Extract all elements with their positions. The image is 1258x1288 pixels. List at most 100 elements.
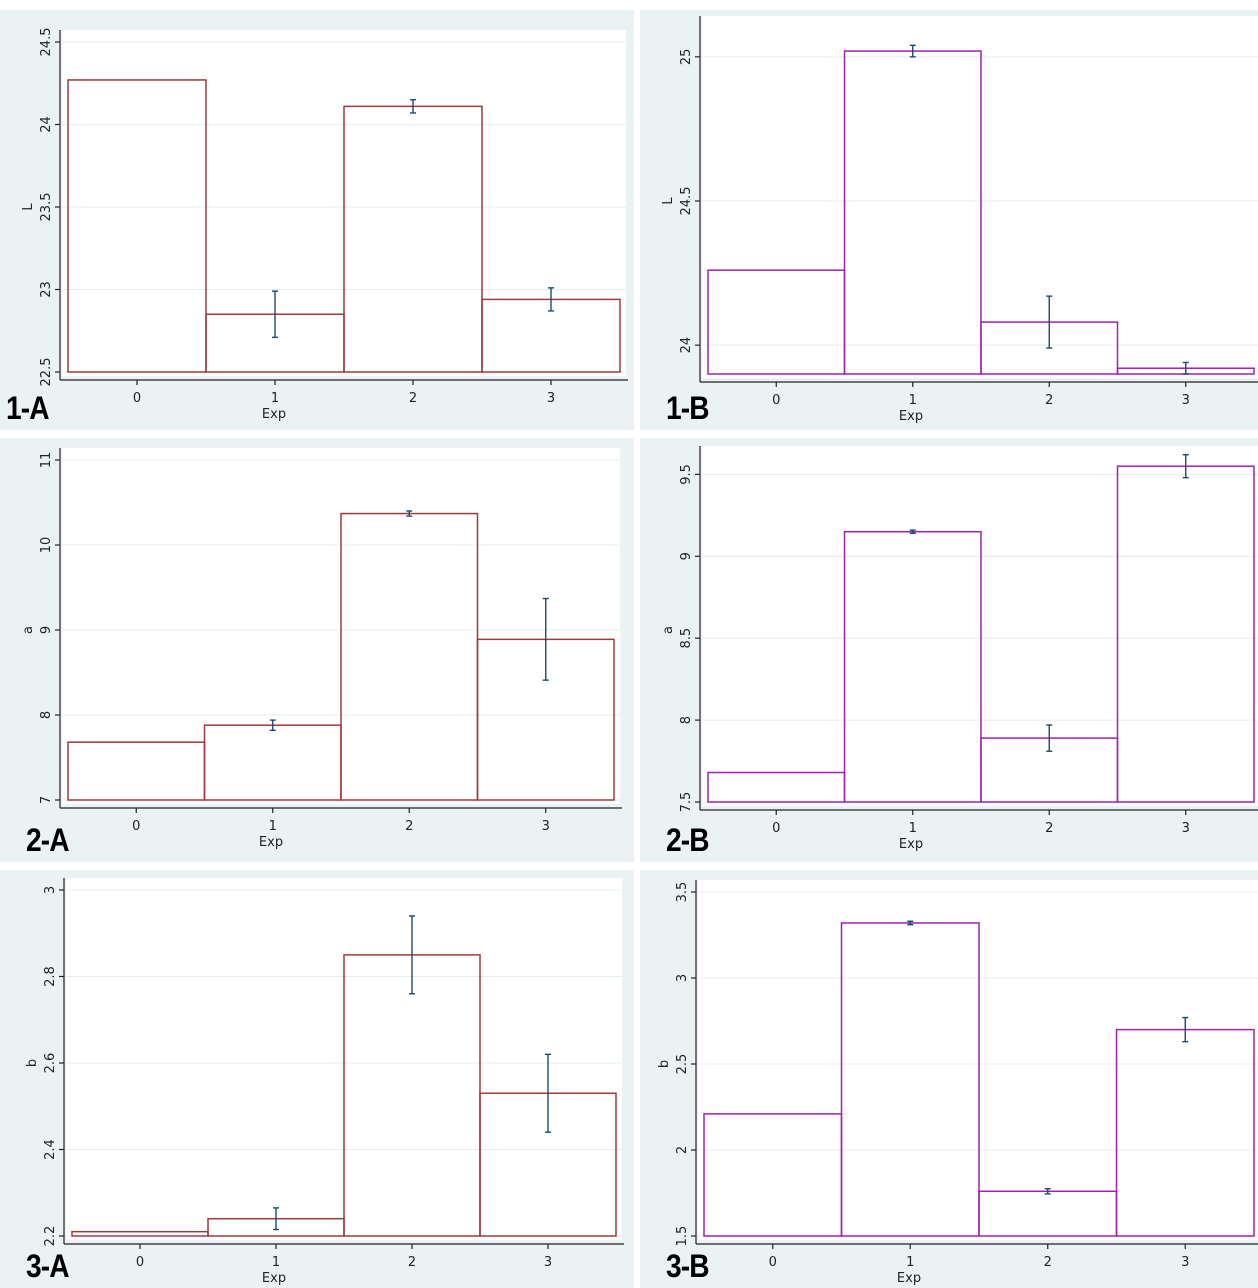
plot-area bbox=[702, 16, 1258, 378]
y-tick-label: 3 bbox=[675, 974, 690, 982]
x-tick-label: 2 bbox=[1044, 1255, 1052, 1270]
x-axis-title: Exp bbox=[897, 1271, 921, 1286]
x-tick-label: 3 bbox=[542, 819, 550, 834]
error-bar-1 bbox=[909, 44, 916, 58]
chart-2a-svg: 7 8 9 10 11 0 1 2 3 Exp a bbox=[0, 438, 634, 862]
error-bar-3 bbox=[548, 287, 554, 312]
y-tick-label: 9 bbox=[39, 626, 54, 634]
y-axis-title: a bbox=[661, 626, 676, 634]
chart-3a-svg: 2.2 2.4 2.6 2.8 3 0 1 2 3 Exp b bbox=[0, 870, 634, 1288]
chart-panel-1a: 22.5 23 23.5 24 24.5 0 1 2 3 Exp L 1-A bbox=[0, 10, 634, 430]
chart-panel-1b: 24 24.5 25 0 1 2 3 Exp L 1-B bbox=[640, 10, 1258, 430]
y-tick-label: 23.5 bbox=[39, 193, 54, 222]
y-tick-label: 8 bbox=[39, 711, 54, 719]
chart-3b-svg: 1.5 2 2.5 3 3.5 0 1 2 3 Exp b bbox=[640, 870, 1258, 1288]
panel-label-1b: 1-B bbox=[666, 390, 710, 426]
y-tick-label: 2.2 bbox=[43, 1226, 58, 1247]
chart-2b-svg: 7.5 8 8.5 9 9.5 0 1 2 3 Exp a bbox=[640, 438, 1258, 862]
panel-label-1a: 1-A bbox=[6, 390, 50, 426]
x-axis-title: Exp bbox=[259, 835, 283, 850]
x-tick-label: 1 bbox=[269, 819, 277, 834]
y-tick-label: 2.5 bbox=[675, 1054, 690, 1075]
x-axis-title: Exp bbox=[899, 837, 923, 852]
y-tick-label: 24.5 bbox=[679, 187, 694, 216]
x-tick-label: 1 bbox=[271, 391, 279, 406]
error-bar-2 bbox=[1046, 724, 1053, 752]
error-bar-3 bbox=[1182, 361, 1189, 375]
error-bar-2 bbox=[1044, 1188, 1051, 1195]
chart-panel-3b: 1.5 2 2.5 3 3.5 0 1 2 3 Exp b 3-B bbox=[640, 870, 1258, 1288]
x-tick-label: 1 bbox=[909, 393, 917, 408]
x-tick-label: 0 bbox=[772, 821, 780, 836]
x-tick-label: 3 bbox=[1181, 1255, 1189, 1270]
x-tick-label: 2 bbox=[1045, 393, 1053, 408]
y-tick-label: 8.5 bbox=[679, 628, 694, 649]
error-bar-3 bbox=[1182, 454, 1189, 479]
y-tick-label: 3 bbox=[43, 886, 58, 894]
error-bar-1 bbox=[272, 290, 278, 339]
y-tick-label: 8 bbox=[679, 716, 694, 724]
y-tick-label: 11 bbox=[39, 452, 54, 469]
chart-1b-svg: 24 24.5 25 0 1 2 3 Exp L bbox=[640, 10, 1258, 430]
x-tick-label: 1 bbox=[906, 1255, 914, 1270]
error-bar-3 bbox=[542, 597, 549, 681]
error-bar-1 bbox=[269, 719, 276, 731]
x-tick-label: 2 bbox=[408, 1255, 416, 1270]
y-tick-label: 7.5 bbox=[679, 792, 694, 813]
error-bar-1 bbox=[907, 920, 914, 926]
y-tick-label: 9 bbox=[679, 552, 694, 560]
x-axis-title: Exp bbox=[262, 407, 286, 422]
panel-label-3b: 3-B bbox=[666, 1248, 710, 1284]
y-tick-label: 7 bbox=[39, 796, 54, 804]
error-bar-1 bbox=[909, 529, 916, 535]
x-tick-label: 2 bbox=[1045, 821, 1053, 836]
x-axis-title: Exp bbox=[262, 1271, 286, 1286]
chart-panel-2b: 7.5 8 8.5 9 9.5 0 1 2 3 Exp a 2-B bbox=[640, 438, 1258, 862]
y-tick-label: 1.5 bbox=[675, 1226, 690, 1247]
y-tick-label: 25 bbox=[679, 49, 694, 66]
y-tick-label: 10 bbox=[39, 537, 54, 554]
error-bar-2 bbox=[406, 510, 413, 517]
x-tick-label: 0 bbox=[132, 819, 140, 834]
x-tick-label: 1 bbox=[272, 1255, 280, 1270]
y-axis-title: b bbox=[657, 1060, 672, 1068]
y-tick-label: 22.5 bbox=[39, 358, 54, 387]
error-bar-3 bbox=[1182, 1016, 1189, 1043]
bar-0 bbox=[67, 79, 207, 373]
x-tick-label: 2 bbox=[405, 819, 413, 834]
y-axis-title: L bbox=[661, 197, 676, 205]
panel-label-3a: 3-A bbox=[26, 1248, 70, 1284]
error-bar-2 bbox=[410, 99, 416, 114]
error-bar-3 bbox=[545, 1053, 551, 1133]
panel-label-2a: 2-A bbox=[26, 822, 70, 858]
x-tick-label: 3 bbox=[544, 1255, 552, 1270]
y-axis-title: b bbox=[25, 1059, 40, 1067]
y-tick-label: 24 bbox=[39, 116, 54, 133]
x-tick-label: 3 bbox=[1182, 821, 1190, 836]
y-tick-label: 23 bbox=[39, 281, 54, 298]
x-tick-label: 3 bbox=[547, 391, 555, 406]
y-tick-label: 3.5 bbox=[675, 882, 690, 903]
error-bar-1 bbox=[273, 1207, 279, 1231]
error-bar-2 bbox=[409, 915, 415, 995]
y-tick-label: 24 bbox=[679, 337, 694, 354]
y-tick-label: 2.8 bbox=[43, 966, 58, 987]
x-tick-label: 2 bbox=[409, 391, 417, 406]
chart-panel-2a: 7 8 9 10 11 0 1 2 3 Exp a 2-A bbox=[0, 438, 634, 862]
x-tick-label: 1 bbox=[909, 821, 917, 836]
y-axis-title: a bbox=[21, 626, 36, 634]
x-tick-label: 0 bbox=[772, 393, 780, 408]
plot-area bbox=[698, 880, 1258, 1240]
error-bar-2 bbox=[1046, 295, 1053, 349]
y-axis-title: L bbox=[21, 203, 36, 211]
y-tick-label: 2.6 bbox=[43, 1053, 58, 1074]
y-tick-label: 24.5 bbox=[39, 28, 54, 57]
x-tick-label: 3 bbox=[1182, 393, 1190, 408]
x-tick-label: 0 bbox=[136, 1255, 144, 1270]
x-tick-label: 0 bbox=[769, 1255, 777, 1270]
y-tick-label: 2 bbox=[675, 1146, 690, 1154]
x-tick-label: 0 bbox=[133, 391, 141, 406]
plot-area bbox=[702, 446, 1258, 806]
panel-label-2b: 2-B bbox=[666, 822, 710, 858]
